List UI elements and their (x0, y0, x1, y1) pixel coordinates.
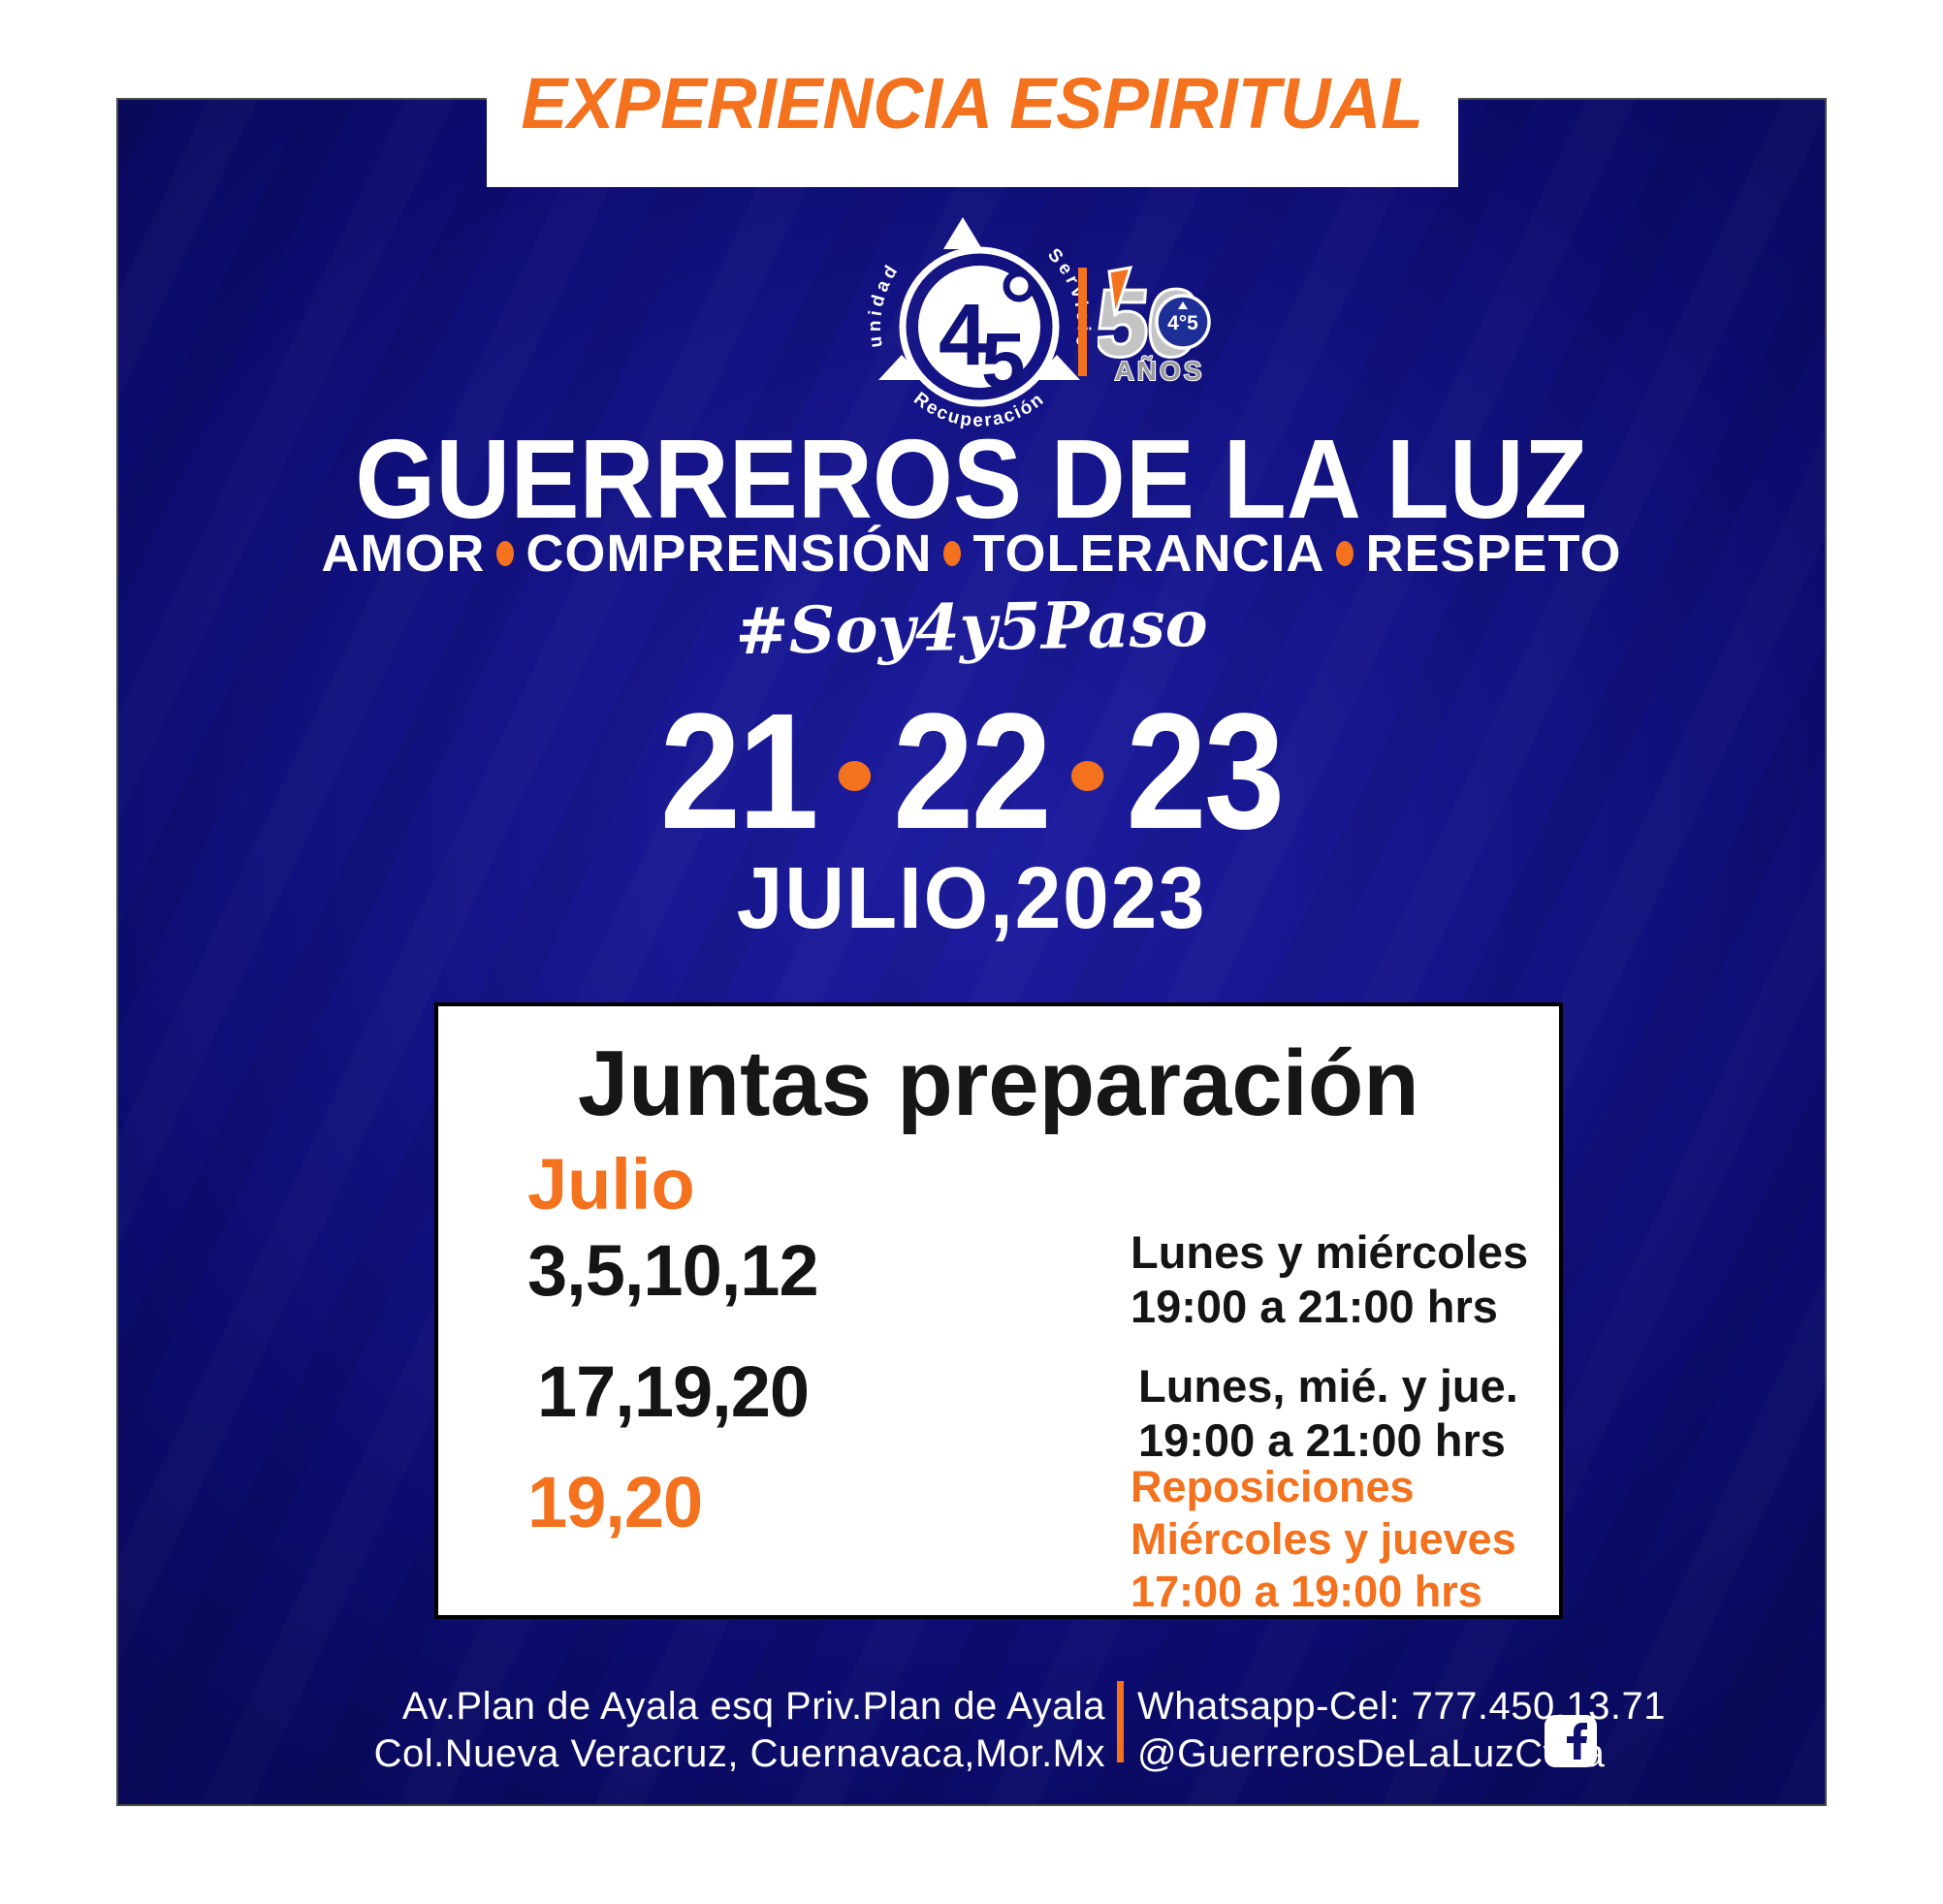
row-dates: 17,19,20 (537, 1351, 810, 1432)
anniversary-50-logo: 50 4°5 AÑOS (1098, 266, 1211, 387)
row-detail-line: 19:00 a 21:00 hrs (1131, 1281, 1498, 1332)
row-detail-line: Miércoles y jueves (1131, 1514, 1516, 1564)
row-dates: 3,5,10,12 (527, 1230, 819, 1311)
banner-title: EXPERIENCIA ESPIRITUAL (521, 63, 1424, 143)
arc-text-unidad: unidad (865, 259, 904, 349)
mini-badge-triangle-icon (1178, 301, 1188, 309)
subtitle-word: TOLERANCIA (972, 524, 1325, 583)
dot-separator-icon (1336, 540, 1354, 566)
values-subtitle: AMOR COMPRENSIÓN TOLERANCIA RESPETO (116, 527, 1827, 580)
dot-separator-icon (943, 540, 962, 566)
row-detail-line: Reposiciones (1131, 1462, 1415, 1511)
event-day: 23 (1126, 680, 1286, 864)
address-line: Av.Plan de Ayala esq Priv.Plan de Ayala (401, 1685, 1105, 1728)
mini-badge-text: 4°5 (1167, 312, 1198, 334)
mini-badge (1155, 294, 1211, 350)
logo-digit-4: 4 (939, 287, 987, 384)
degree-icon (1003, 270, 1035, 302)
triangle-right-icon (1034, 355, 1080, 380)
logo-digit-5: 5 (981, 317, 1026, 405)
triangle-top-icon (943, 217, 982, 249)
footer-divider (1117, 1681, 1124, 1762)
subtitle-word: COMPRENSIÓN (526, 524, 933, 583)
top-banner: EXPERIENCIA ESPIRITUAL (487, 0, 1458, 187)
facebook-icon (1545, 1715, 1597, 1767)
subtitle-word: AMOR (321, 524, 486, 583)
row-dates: 19,20 (527, 1462, 703, 1542)
social-handle: @GuerrerosDeLaLuzCvca (1137, 1732, 1606, 1775)
date-dot-icon (839, 760, 872, 791)
schedule-title: Juntas preparación (578, 1031, 1419, 1135)
group-45-logo: 4 5 unidad Servicio Recuperación (865, 217, 1090, 431)
row-detail-line: Lunes y miércoles (1131, 1226, 1529, 1278)
row-detail-line: 17:00 a 19:00 hrs (1131, 1567, 1482, 1616)
event-day: 22 (893, 680, 1052, 864)
triangle-left-icon (878, 355, 925, 380)
row-detail-line: 19:00 a 21:00 hrs (1138, 1414, 1506, 1466)
row-detail: Reposiciones Miércoles y jueves 17:00 a … (1131, 1461, 1516, 1618)
row-detail: Lunes, mié. y jue. 19:00 a 21:00 hrs (1138, 1359, 1518, 1468)
address-line: Col.Nueva Veracruz, Cuernavaca,Mor.Mx (373, 1732, 1105, 1775)
anos-label: AÑOS (1115, 356, 1205, 386)
address-block: Av.Plan de Ayala esq Priv.Plan de Ayala … (291, 1683, 1105, 1778)
logo-ring (899, 246, 1060, 407)
date-dot-icon (1071, 760, 1104, 791)
event-day: 21 (660, 680, 819, 864)
schedule-card: Juntas preparación Julio 3,5,10,12 Lunes… (434, 1002, 1563, 1619)
main-title: GUERREROS DE LA LUZ (355, 416, 1588, 542)
row-detail-line: Lunes, mié. y jue. (1138, 1360, 1518, 1412)
whatsapp-number: Whatsapp-Cel: 777.450.13.71 (1137, 1685, 1666, 1728)
logo-divider-bar (1078, 268, 1087, 376)
subtitle-word: RESPETO (1365, 524, 1622, 583)
orange-wedge-icon (1107, 266, 1133, 317)
contact-block: Whatsapp-Cel: 777.450.13.71 @GuerrerosDe… (1137, 1683, 1680, 1778)
row-detail: Lunes y miércoles 19:00 a 21:00 hrs (1131, 1225, 1528, 1334)
event-month-year: JULIO,2023 (736, 850, 1207, 947)
event-dates: 21 22 23 (116, 689, 1827, 854)
dot-separator-icon (496, 540, 515, 566)
schedule-month: Julio (527, 1144, 695, 1224)
